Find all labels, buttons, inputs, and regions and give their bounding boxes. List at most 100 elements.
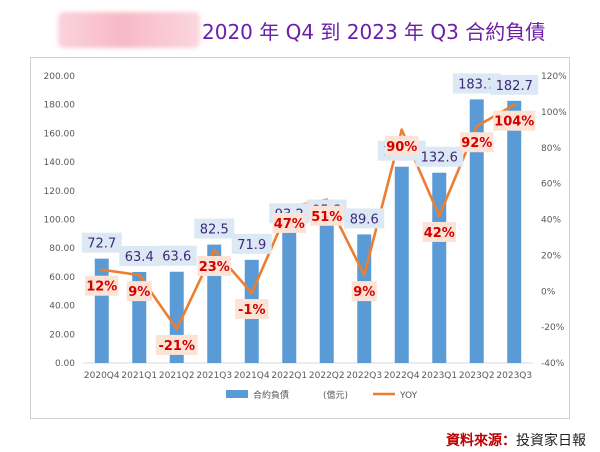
yoy-point	[250, 291, 254, 295]
yoy-value-label-bg	[310, 205, 344, 226]
legend-bar-swatch	[226, 390, 248, 398]
bar-value-label-bg	[490, 74, 539, 95]
y-left-tick-label: 120.00	[44, 187, 76, 197]
bar	[394, 166, 409, 363]
x-tick-label: 2021Q3	[196, 371, 232, 381]
bar-value-label: 183.7	[458, 77, 495, 92]
yoy-value-label: 92%	[461, 136, 492, 151]
x-tick-label: 2023Q3	[496, 371, 532, 381]
yoy-value-label-bg	[235, 299, 269, 320]
y-left-tick-label: 0.00	[55, 359, 75, 369]
yoy-value-label-bg	[422, 221, 456, 242]
yoy-value-label-bg	[126, 281, 152, 302]
y-left-tick-label: 200.00	[44, 72, 76, 82]
yoy-value-label: 47%	[274, 217, 305, 232]
yoy-point	[437, 214, 441, 218]
y-right-tick-label: 120%	[541, 72, 567, 82]
bar-value-label: 182.7	[496, 79, 533, 94]
bar-value-label-bg	[119, 246, 160, 267]
yoy-point	[512, 103, 516, 107]
yoy-point	[137, 273, 141, 277]
yoy-point	[212, 248, 216, 252]
bar-value-label-bg	[415, 146, 464, 167]
y-left-tick-label: 20.00	[49, 330, 75, 340]
x-tick-label: 2022Q2	[309, 371, 345, 381]
bar	[469, 99, 484, 363]
yoy-value-label: 90%	[386, 140, 417, 155]
title-bar: 2020 年 Q4 到 2023 年 Q3 合約負債	[0, 0, 600, 56]
x-tick-label: 2021Q1	[121, 371, 157, 381]
combo-chart: 0.00 20.00 40.00 60.00 80.00 100.00 120.00 140.…	[44, 72, 568, 401]
bar-value-label-bg	[81, 232, 122, 253]
bar	[282, 229, 297, 363]
x-tick-label: 2022Q4	[384, 371, 420, 381]
bar-value-label: 63.6	[162, 250, 191, 265]
bar-value-label: 63.4	[125, 250, 154, 265]
yoy-point	[400, 128, 404, 132]
x-tick-label: 2023Q2	[459, 371, 495, 381]
y-right-tick-label: 100%	[541, 108, 567, 118]
x-tick-label: 2020Q4	[84, 371, 120, 381]
bar	[319, 225, 334, 363]
yoy-value-label: 42%	[424, 226, 455, 241]
yoy-value-label: 9%	[128, 285, 150, 300]
y-right-tick-label: 60%	[541, 180, 561, 190]
legend-line-label: YOY	[399, 391, 418, 401]
y-left-tick-label: 100.00	[44, 216, 76, 226]
x-tick-label: 2021Q4	[234, 371, 270, 381]
bar	[432, 172, 447, 363]
yoy-value-label-bg	[351, 281, 377, 302]
y-right-tick-label: 0%	[541, 287, 556, 297]
bars-layer	[94, 99, 522, 363]
legend-bar-label: 合約負債	[253, 389, 289, 401]
labels-layer: 72.763.463.682.571.993.295.889.6136.8132…	[81, 73, 539, 355]
yoy-value-label: 9%	[353, 285, 375, 300]
y-left-tick-label: 140.00	[44, 158, 76, 168]
y-left-tick-label: 80.00	[49, 244, 75, 254]
y-left-tick-label: 180.00	[44, 101, 76, 111]
yoy-value-label-bg	[155, 334, 198, 355]
yoy-value-label-bg	[493, 110, 536, 131]
bar-value-label: 71.9	[237, 238, 266, 253]
legend-unit-label: (億元)	[323, 389, 348, 401]
source-label: 資料來源	[446, 433, 502, 449]
y-right-tick-label: 80%	[541, 144, 561, 154]
y-left-tick-label: 60.00	[49, 273, 75, 283]
yoy-value-label: 51%	[311, 210, 342, 225]
y-left-tick-label: 160.00	[44, 129, 76, 139]
y-right-tick-label: -20%	[541, 323, 565, 333]
bar-value-label-bg	[156, 245, 197, 266]
y-right-tick-label: 20%	[541, 251, 561, 261]
page-title: 2020 年 Q4 到 2023 年 Q3 合約負債	[202, 20, 546, 44]
yoy-point	[175, 327, 179, 331]
yoy-value-label: 23%	[199, 260, 230, 275]
legend: 合約負債 (億元) YOY	[226, 389, 418, 401]
yoy-value-label-bg	[385, 135, 419, 156]
yoy-value-label: -1%	[238, 303, 265, 318]
source-separator: ：	[502, 433, 516, 449]
x-tick-label: 2021Q2	[159, 371, 195, 381]
yoy-value-label-bg	[272, 212, 306, 233]
bar-value-label: 89.6	[350, 212, 379, 227]
yoy-value-label: 12%	[86, 280, 117, 295]
axes-layer: 0.00 20.00 40.00 60.00 80.00 100.00 120.00 140.…	[44, 72, 568, 381]
bar-value-label: 132.6	[421, 151, 458, 166]
bar-value-label-bg	[231, 233, 272, 254]
bar-value-label: 72.7	[87, 237, 116, 252]
x-tick-label: 2022Q3	[346, 371, 382, 381]
chart-frame: 0.00 20.00 40.00 60.00 80.00 100.00 120.00 140.…	[30, 57, 570, 419]
yoy-value-label-bg	[460, 132, 494, 153]
y-left-tick-label: 40.00	[49, 302, 75, 312]
yoy-value-label-bg	[197, 255, 231, 276]
source-name: 投資家日報	[516, 433, 586, 449]
source-note: 資料來源：投資家日報	[446, 430, 586, 450]
yoy-point	[475, 124, 479, 128]
bar-value-label: 82.5	[200, 223, 229, 238]
y-right-tick-label: 40%	[541, 216, 561, 226]
x-tick-label: 2023Q1	[421, 371, 457, 381]
yoy-point	[362, 273, 366, 277]
yoy-value-label-bg	[85, 275, 119, 296]
blurred-logo	[58, 12, 200, 48]
yoy-value-label: 104%	[494, 115, 534, 130]
x-tick-label: 2022Q1	[271, 371, 307, 381]
